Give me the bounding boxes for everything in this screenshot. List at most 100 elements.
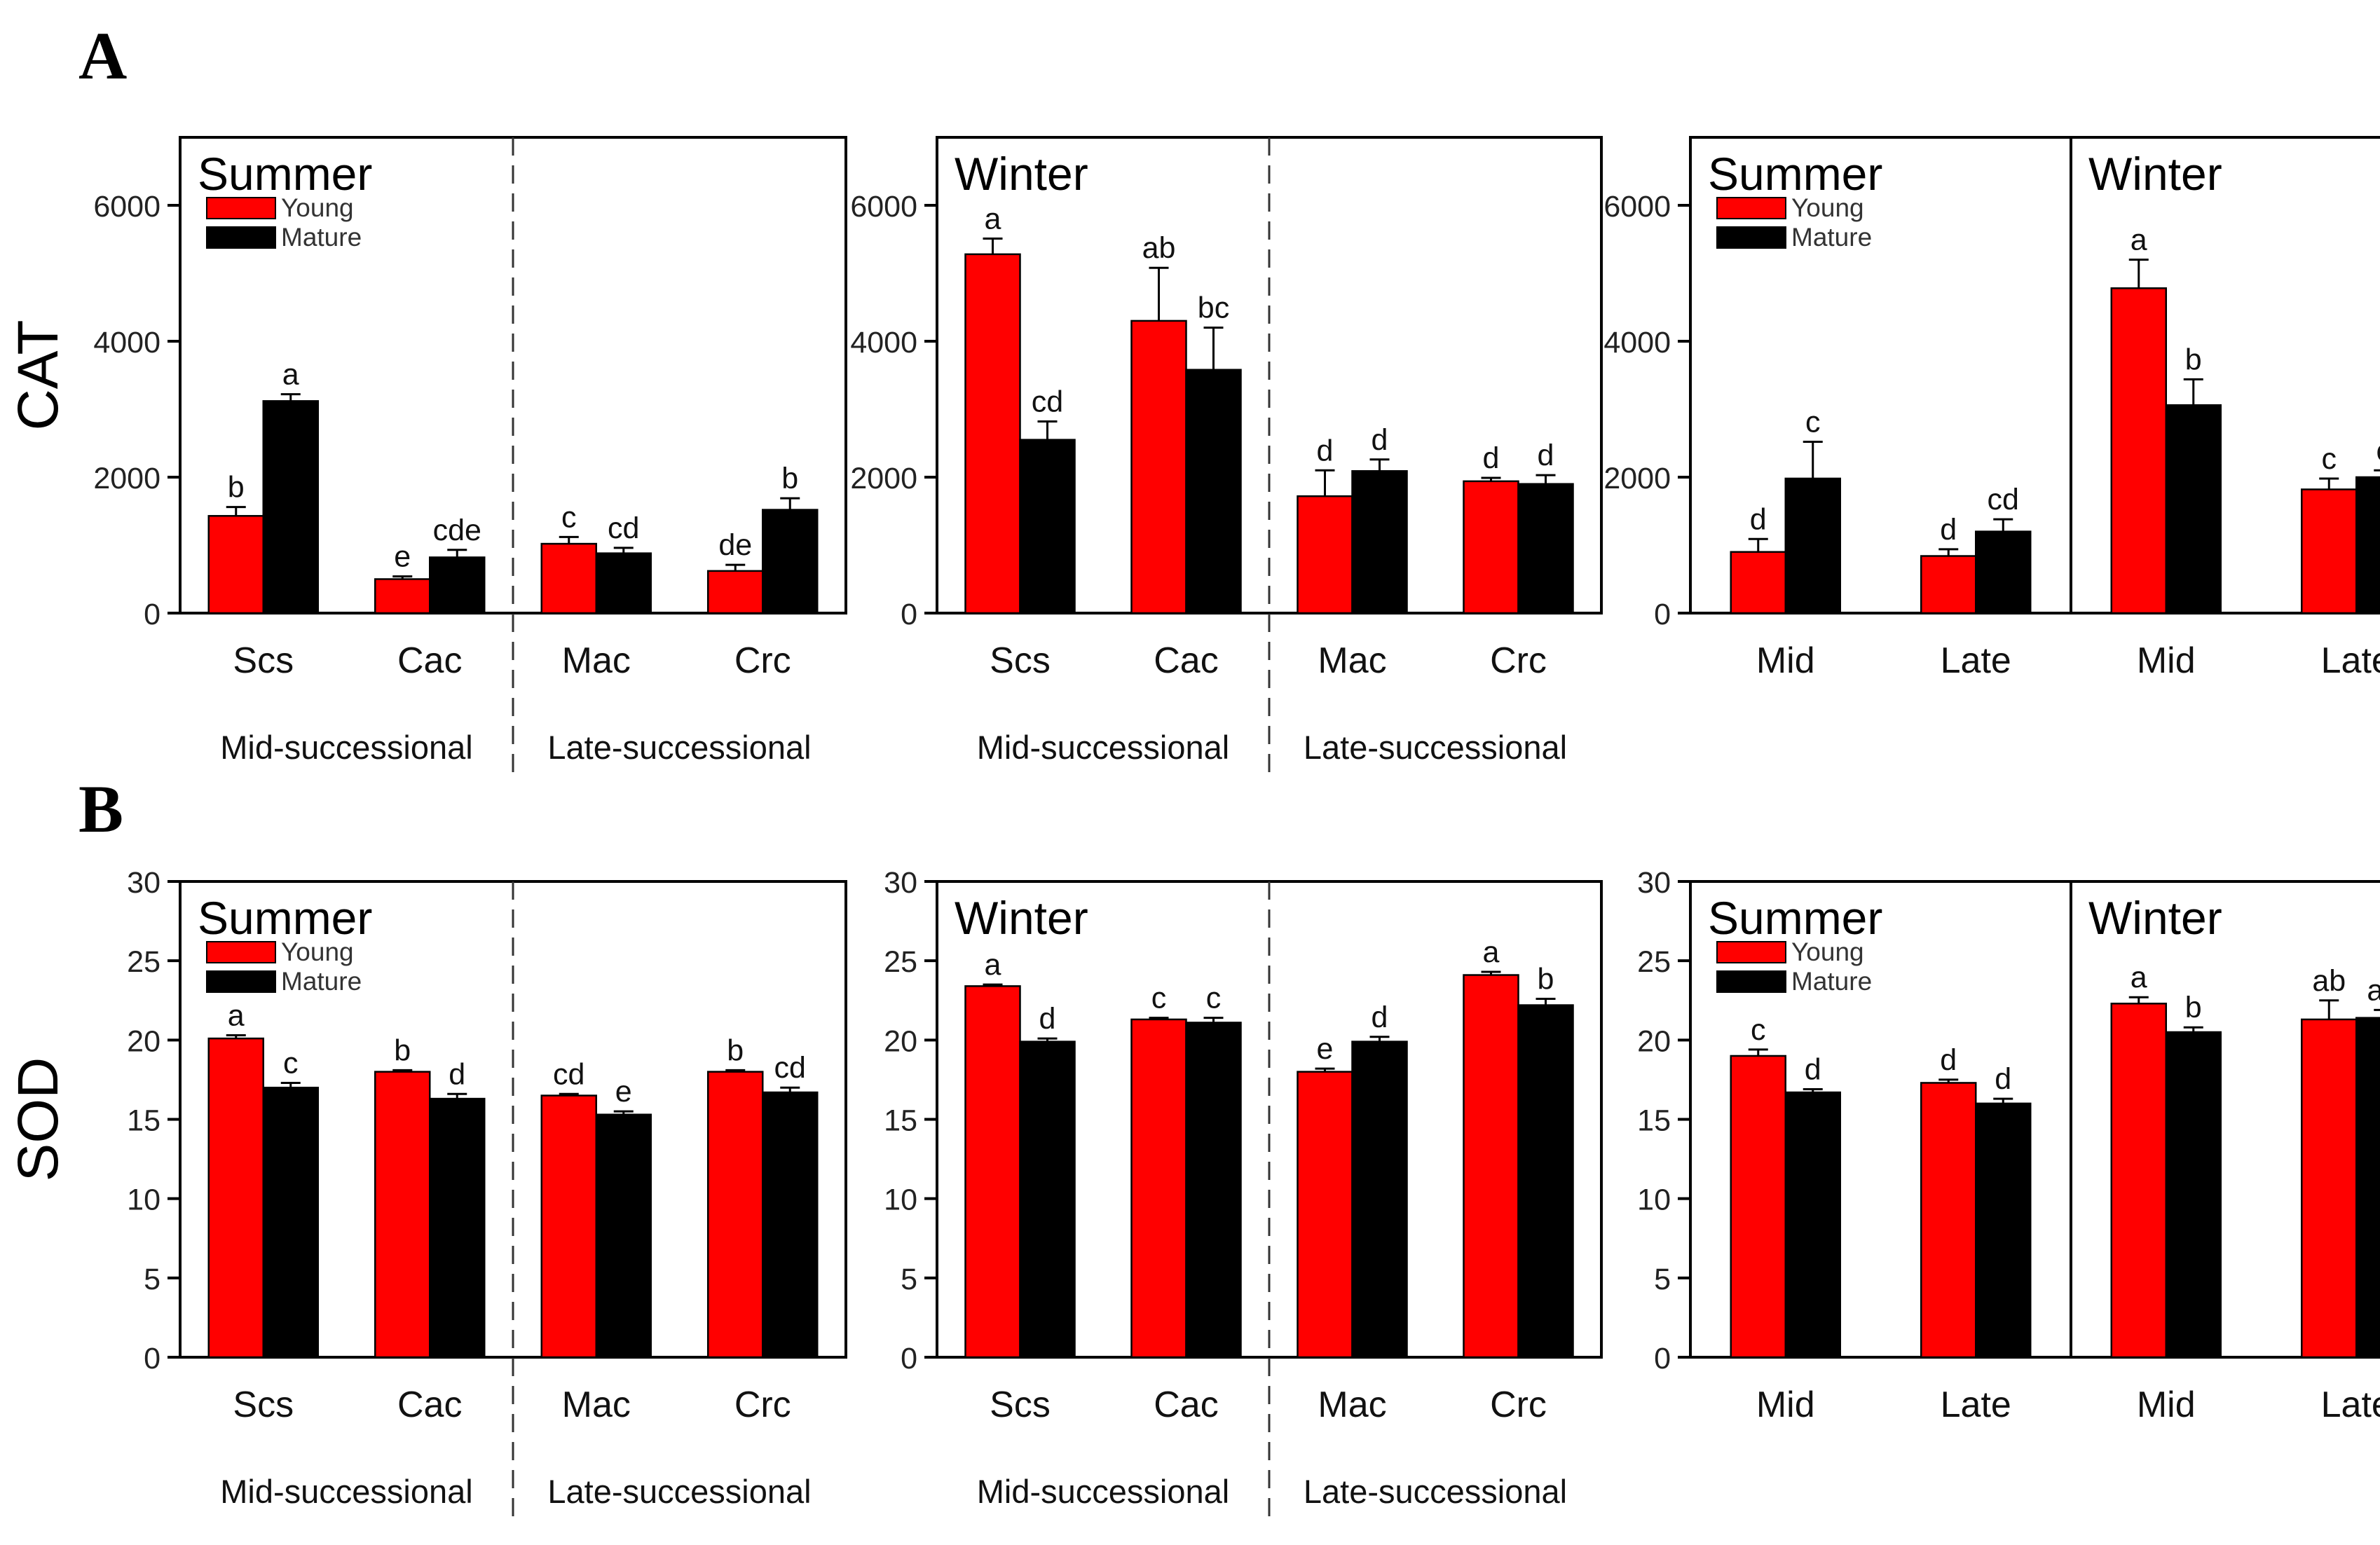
bar [1297,495,1353,614]
bar [1351,470,1408,614]
y-tick-label: 15 [1637,1104,1671,1138]
bar [595,1113,652,1359]
x-tick-label: Scs [233,1385,294,1425]
y-tick-label: 30 [1637,866,1671,900]
x-tick-label: Mac [562,640,631,681]
significance-letter: c [283,1046,299,1080]
legend-label: Mature [281,223,362,252]
x-tick-label: Mac [1318,1385,1386,1425]
season-label: Winter [955,148,1088,200]
legend-label: Young [1791,938,1864,966]
y-tick-label: 0 [144,1342,160,1375]
x-tick-label: Mid [2137,1385,2196,1425]
y-tick-label: 25 [127,945,160,979]
legend-swatch [1716,197,1786,219]
x-tick-label: Late [1941,640,2011,681]
season-label: Winter [955,892,1088,944]
bar [1185,1022,1242,1359]
x-tick-label: Scs [990,1385,1051,1425]
bar [2355,476,2380,614]
bar [2110,1003,2167,1359]
significance-letter: c [1805,406,1821,439]
bar [262,1086,319,1359]
y-tick-label: 4000 [850,326,917,359]
bar [1019,439,1076,614]
legend-label: Young [281,193,354,222]
bar [1463,974,1519,1359]
significance-letter: bc [1198,291,1229,325]
x-tick-label: Late [2321,640,2380,681]
y-tick-label: 6000 [93,190,160,224]
bar [707,570,764,614]
group-label: Late-successional [1304,1473,1567,1510]
bar [1517,1004,1574,1359]
legend-label: Mature [1791,967,1872,996]
significance-letter: d [1940,513,1957,547]
bar [1463,480,1519,614]
significance-letter: d [1483,441,1500,475]
bar [595,552,652,614]
x-tick-label: Cac [1154,1385,1218,1425]
y-tick-label: 5 [144,1263,160,1296]
y-tick-label: 2000 [1603,462,1671,495]
significance-letter: d [1538,439,1554,472]
legend-swatch [206,197,276,219]
bar [429,1097,486,1359]
y-tick-label: 0 [144,598,160,631]
bar [2301,1018,2358,1359]
bar [429,556,486,614]
chart-B2: 0 5 10 15 20 25 30 Winter a d Scs c c Cac e d Mac a b Crc Mi… [884,866,1603,1525]
legend-swatch [1716,970,1786,993]
significance-letter: d [1940,1043,1957,1077]
bar [1975,1102,2032,1359]
legend-label: Young [281,938,354,966]
significance-letter: d [1372,423,1388,457]
significance-letter: a [985,202,1001,236]
y-tick-label: 25 [1637,945,1671,979]
significance-letter: a [2131,961,2147,994]
significance-letter: c [1151,982,1167,1015]
y-tick-label: 15 [127,1104,160,1138]
significance-letter: c [561,500,577,534]
bar [2165,404,2222,614]
y-tick-label: 5 [901,1263,917,1296]
bar [2110,287,2167,614]
legend-swatch [206,941,276,963]
bar [1784,477,1841,614]
bar [1185,369,1242,614]
y-tick-label: 0 [1654,1342,1671,1375]
x-tick-label: Mac [562,1385,631,1425]
bar [262,400,319,614]
y-tick-label: 0 [901,1342,917,1375]
bar [207,1037,264,1359]
significance-letter: d [1995,1062,2011,1096]
y-tick-label: 4000 [1603,326,1671,359]
season-label: Winter [2088,148,2222,200]
significance-letter: b [727,1034,744,1067]
y-tick-label: 4000 [93,326,160,359]
significance-letter: cd [608,511,639,545]
bar [1920,555,1977,614]
y-tick-label: 10 [127,1183,160,1217]
group-label: Mid-successional [977,729,1229,766]
bar [1130,1018,1187,1359]
y-tick-label: 6000 [850,190,917,224]
y-tick-label: 2000 [850,462,917,495]
legend-swatch [1716,941,1786,963]
bar [762,1091,819,1359]
significance-letter: c [2376,434,2380,467]
bar [2165,1031,2222,1359]
bar [540,542,597,614]
significance-letter: ab [1142,231,1176,265]
significance-letter: de [718,528,752,562]
legend-label: Young [1791,193,1864,222]
significance-letter: a [2131,224,2147,257]
x-tick-label: Crc [1490,1385,1547,1425]
significance-letter: b [2185,991,2202,1024]
x-tick-label: Scs [990,640,1051,681]
significance-letter: b [394,1034,411,1067]
y-tick-label: 5 [1654,1263,1671,1296]
